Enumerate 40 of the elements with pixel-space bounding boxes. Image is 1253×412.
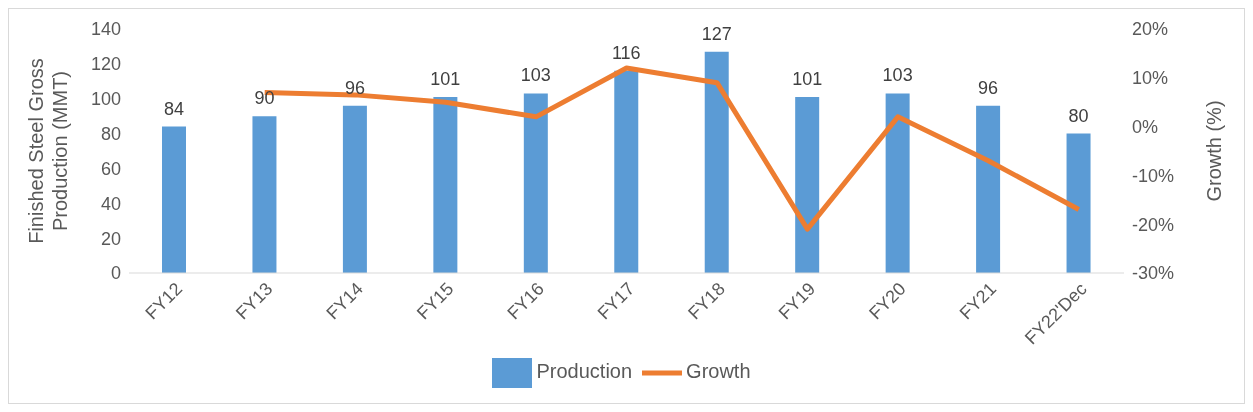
y2-tick-label: 20% xyxy=(1132,19,1169,40)
y2-tick-label: -10% xyxy=(1132,165,1175,186)
bar xyxy=(795,96,820,273)
bar xyxy=(523,93,548,273)
data-label: 96 xyxy=(978,77,999,98)
bar xyxy=(433,96,458,273)
bar xyxy=(1066,133,1091,273)
y-tick-label: 40 xyxy=(100,193,121,214)
data-label: 127 xyxy=(701,23,732,44)
data-label: 103 xyxy=(882,65,913,86)
legend-label: Production xyxy=(536,360,633,383)
bar xyxy=(704,51,729,273)
y-tick-label: 60 xyxy=(100,158,121,179)
data-label: 103 xyxy=(520,65,551,86)
bar xyxy=(252,116,277,273)
y-tick-label: 0 xyxy=(110,263,121,284)
data-label: 80 xyxy=(1068,105,1089,126)
y2-tick-label: -30% xyxy=(1132,263,1175,284)
y-tick-label: 120 xyxy=(90,54,121,75)
y-tick-label: 80 xyxy=(100,123,121,144)
y-axis-title: Finished Steel Gross Production (MMT) xyxy=(25,58,71,244)
data-label: 101 xyxy=(792,68,823,89)
bar xyxy=(885,93,910,273)
data-label: 101 xyxy=(430,68,461,89)
y2-tick-label: 0% xyxy=(1132,116,1159,137)
y-tick-label: 140 xyxy=(90,19,121,40)
bar xyxy=(162,126,186,273)
data-label: 84 xyxy=(163,98,185,119)
bar xyxy=(614,70,639,273)
bar xyxy=(976,105,1001,273)
data-label: 90 xyxy=(254,88,275,109)
bar xyxy=(342,105,367,273)
y-tick-label: 100 xyxy=(90,89,121,110)
data-label: 96 xyxy=(344,77,365,98)
y2-tick-label: 10% xyxy=(1132,68,1169,89)
y2-tick-label: -20% xyxy=(1132,214,1175,235)
y-tick-label: 20 xyxy=(100,228,121,249)
legend-label: Growth xyxy=(686,360,751,383)
y2-axis-title: Growth (%) xyxy=(1203,100,1226,202)
data-label: 116 xyxy=(611,42,641,63)
